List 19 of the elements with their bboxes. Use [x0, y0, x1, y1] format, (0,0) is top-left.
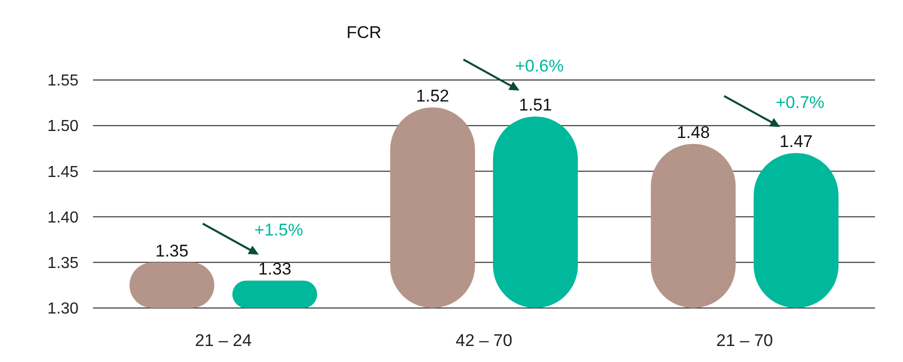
x-tick-label: 21 – 24: [194, 331, 252, 350]
y-tick-label: 1.50: [47, 118, 79, 136]
y-tick-label: 1.30: [47, 300, 79, 318]
y-tick-label: 1.55: [47, 72, 79, 90]
y-tick-label: 1.45: [47, 164, 79, 181]
annotation: +1.5%: [254, 220, 304, 240]
data-label: 1.33: [258, 260, 292, 279]
data-label: 1.52: [416, 86, 450, 106]
data-label: 1.47: [780, 132, 813, 151]
y-tick-label: 1.35: [47, 255, 79, 272]
data-label: 1.51: [518, 95, 552, 114]
y-tick-label: 1.40: [47, 209, 79, 226]
annotation: +0.7%: [776, 92, 824, 112]
chart-title: FCR: [346, 23, 382, 42]
x-tick-label: 21 – 70: [716, 331, 774, 350]
data-label: 1.35: [155, 241, 188, 260]
data-label: 1.48: [676, 122, 710, 142]
x-tick-label: 42 – 70: [456, 331, 512, 350]
text: +0.6%: [515, 56, 564, 76]
